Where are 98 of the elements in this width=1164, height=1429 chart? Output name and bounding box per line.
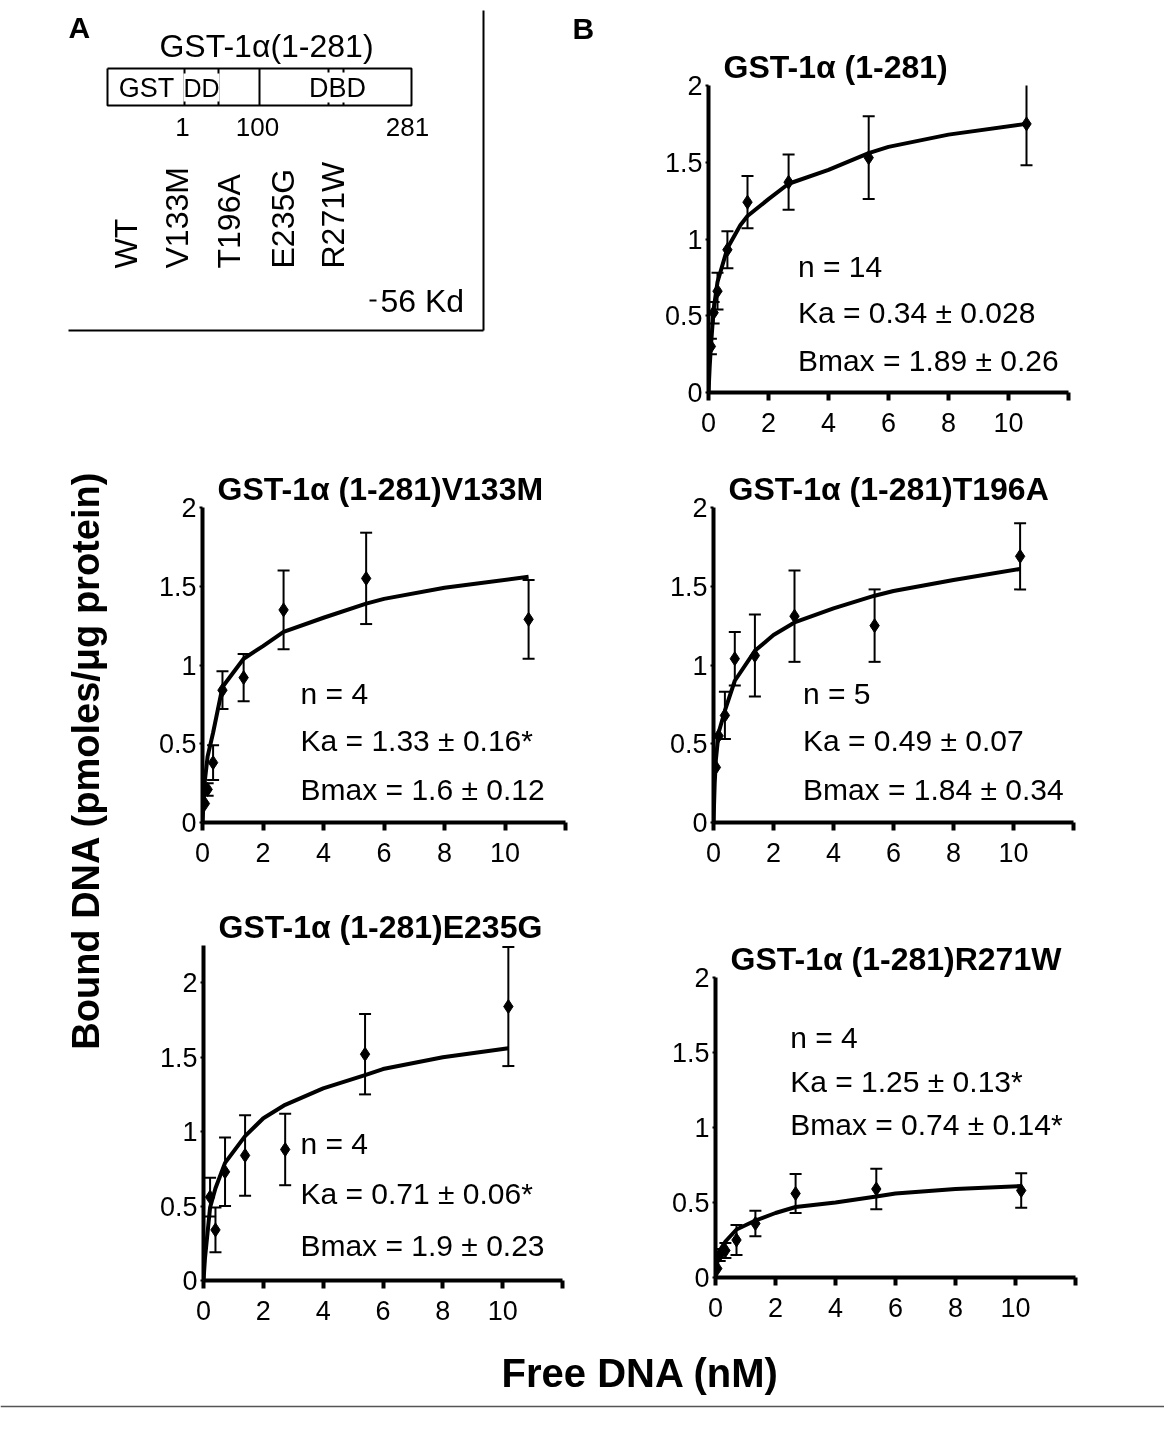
text: T196A bbox=[210, 173, 247, 269]
y-tick-label: 1 bbox=[182, 1117, 198, 1148]
y-tick-label: 2 bbox=[692, 493, 708, 523]
x-tick-label: 2 bbox=[765, 837, 782, 868]
x-tick-label: 6 bbox=[885, 837, 902, 868]
text: WT bbox=[107, 218, 144, 269]
annotation: Bmax = 1.9 ± 0.23 bbox=[300, 1228, 545, 1262]
x-tick-label: 6 bbox=[880, 407, 897, 438]
y-tick-label: 2 bbox=[181, 493, 197, 523]
x-tick-label: 4 bbox=[827, 1292, 844, 1323]
annotation: Ka = 0.49 ± 0.07 bbox=[802, 724, 1024, 758]
y-tick-label: 1 bbox=[694, 1113, 710, 1143]
annotation: Ka = 0.34 ± 0.028 bbox=[797, 296, 1036, 330]
point bbox=[207, 755, 219, 771]
annotation: Bmax = 0.74 ± 0.14* bbox=[790, 1108, 1063, 1141]
x-tick-label: 10 bbox=[489, 837, 521, 868]
y-tick-label: 1 bbox=[687, 224, 703, 255]
y-tick-label: 0 bbox=[687, 378, 703, 408]
y-tick-label: 2 bbox=[687, 71, 703, 101]
x-tick-label: 10 bbox=[1000, 1292, 1031, 1323]
annotation: Bmax = 1.6 ± 0.12 bbox=[300, 772, 545, 806]
x-tick-label: 2 bbox=[767, 1292, 784, 1323]
point bbox=[219, 1164, 231, 1180]
y-tick-label: 1.5 bbox=[671, 1038, 710, 1068]
text: 281 bbox=[385, 111, 430, 142]
y-tick-label: 1.5 bbox=[158, 571, 197, 602]
x-tick-label: 8 bbox=[947, 1292, 964, 1323]
text: V133M bbox=[158, 167, 195, 269]
text: B bbox=[572, 11, 595, 45]
annotation: n = 4 bbox=[300, 676, 369, 710]
point bbox=[239, 1147, 251, 1163]
annotation: Ka = 0.71 ± 0.06* bbox=[300, 1176, 534, 1210]
y-tick-label: 0.5 bbox=[671, 1188, 710, 1218]
annotation: Bmax = 1.89 ± 0.26 bbox=[797, 343, 1059, 377]
y-tick-label: 0 bbox=[692, 808, 708, 838]
y-tick-label: 0 bbox=[181, 808, 197, 838]
x-tick-label: 8 bbox=[945, 837, 962, 868]
annotation: Ka = 1.25 ± 0.13* bbox=[790, 1064, 1023, 1098]
text: DD bbox=[183, 73, 220, 102]
point bbox=[204, 1189, 216, 1205]
chart-title: GST-1α (1-281)R271W bbox=[730, 940, 1063, 977]
annotation: n = 5 bbox=[802, 676, 871, 710]
point bbox=[750, 1216, 761, 1231]
point bbox=[359, 1046, 371, 1062]
x-tick-label: 4 bbox=[315, 1295, 331, 1326]
y-tick-label: 0.5 bbox=[664, 301, 703, 332]
point bbox=[1014, 548, 1026, 564]
text: R271W bbox=[314, 161, 351, 269]
x-tick-label: 10 bbox=[993, 407, 1024, 438]
annotation: Ka = 1.33 ± 0.16* bbox=[300, 724, 534, 758]
y-tick-label: 1.5 bbox=[664, 147, 703, 178]
x-tick-label: 8 bbox=[435, 1295, 451, 1326]
y-tick-label: 2 bbox=[694, 963, 710, 993]
x-tick-label: 4 bbox=[315, 837, 332, 868]
chart-title: GST-1α (1-281)T196A bbox=[728, 470, 1049, 507]
x-tick-label: 4 bbox=[820, 407, 837, 438]
y-tick-label: 1.5 bbox=[669, 571, 708, 602]
text: GST-1α(1-281) bbox=[159, 27, 374, 64]
point bbox=[360, 570, 372, 586]
x-tick-label: 4 bbox=[825, 837, 842, 868]
chart-title: GST-1α (1-281)V133M bbox=[217, 470, 544, 507]
chart-title: GST-1α (1-281)E235G bbox=[218, 908, 543, 945]
text: E235G bbox=[264, 168, 301, 269]
text: DBD bbox=[309, 72, 367, 103]
y-tick-label: 1 bbox=[181, 650, 197, 681]
text: 56 Kd bbox=[380, 282, 465, 319]
x-tick-label: 8 bbox=[436, 837, 453, 868]
text: 100 bbox=[235, 111, 280, 142]
x-tick-label: 6 bbox=[375, 1295, 391, 1326]
x-tick-label: 6 bbox=[887, 1292, 904, 1323]
y-tick-label: 0.5 bbox=[158, 729, 197, 760]
x-tick-label: 10 bbox=[998, 837, 1029, 868]
y-tick-label: 0.5 bbox=[159, 1191, 198, 1222]
y-tick-label: 0 bbox=[694, 1263, 710, 1293]
y-tick-label: 1.5 bbox=[159, 1042, 198, 1073]
annotation: n = 4 bbox=[300, 1126, 368, 1160]
x-tick-label: 2 bbox=[760, 407, 777, 438]
text: GST bbox=[118, 72, 175, 103]
y-tick-label: 1 bbox=[692, 650, 708, 681]
y-axis-title: Bound DNA (pmoles/μg protein) bbox=[64, 472, 107, 1050]
x-tick-label: 8 bbox=[940, 407, 957, 438]
text: A bbox=[68, 11, 91, 44]
x-axis-title: Free DNA (nM) bbox=[501, 1350, 778, 1395]
chart-title: GST-1α (1-281) bbox=[723, 48, 948, 85]
point bbox=[719, 707, 731, 723]
y-tick-label: 2 bbox=[182, 968, 198, 999]
point bbox=[1016, 1183, 1027, 1198]
y-tick-label: 0 bbox=[182, 1266, 198, 1296]
annotation: Bmax = 1.84 ± 0.34 bbox=[802, 772, 1064, 806]
annotation: n = 4 bbox=[790, 1021, 858, 1054]
point bbox=[790, 1186, 801, 1201]
x-tick-label: 2 bbox=[255, 837, 271, 868]
y-tick-label: 0.5 bbox=[669, 729, 708, 760]
point bbox=[749, 648, 761, 664]
x-tick-label: 6 bbox=[376, 837, 392, 868]
x-tick-label: 2 bbox=[255, 1295, 271, 1326]
x-tick-label: 10 bbox=[487, 1295, 518, 1326]
annotation: n = 14 bbox=[797, 250, 883, 284]
